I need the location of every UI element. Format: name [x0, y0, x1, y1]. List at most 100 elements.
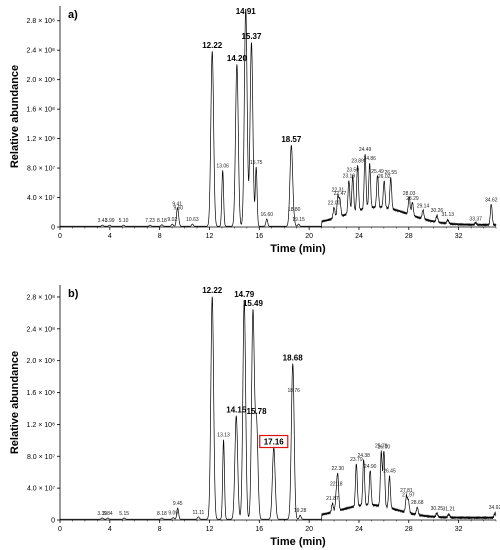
- x-tick-label: 24: [355, 233, 363, 240]
- x-tick-label: 8: [158, 526, 162, 533]
- peak-label: 22.18: [330, 482, 343, 488]
- peak-label: 26.02: [378, 174, 391, 180]
- highlighted-peak-label: 17.16: [264, 438, 285, 447]
- peak-label: 14.79: [234, 290, 255, 299]
- peak-label: 14.91: [236, 7, 257, 16]
- x-tick-label: 28: [405, 526, 413, 533]
- peak-label: 9.41: [172, 201, 182, 207]
- peak-label: 23.50: [346, 167, 359, 173]
- peak-label: 15.37: [241, 32, 262, 41]
- panel-label: b): [68, 288, 79, 300]
- peak-label: 14.20: [227, 54, 248, 63]
- peak-label: 25.79: [375, 443, 388, 449]
- chromatogram-panel: 0 4 8 12 16 20 24 28 32 0 4.0 × 10⁷ 8.0 × 10⁷ 1.2 × …: [9, 285, 500, 548]
- peak-label: 34.62: [485, 198, 498, 204]
- peak-label: 34.92: [489, 505, 500, 511]
- peak-label: 19.28: [294, 508, 307, 514]
- peak-label: 3.99: [105, 218, 115, 224]
- chromatogram-trace: [60, 296, 497, 521]
- peak-label: 8.18: [157, 511, 167, 517]
- x-tick-label: 32: [455, 233, 463, 240]
- peak-label: 29.14: [417, 204, 430, 210]
- x-tick-label: 32: [455, 526, 463, 533]
- peak-label: 33.37: [469, 216, 482, 222]
- peak-label: 23.89: [351, 158, 364, 164]
- peak-label: 8.18: [157, 218, 167, 224]
- peak-label: 3.41: [98, 218, 108, 224]
- x-tick-label: 20: [305, 233, 313, 240]
- x-tick-label: 12: [206, 233, 214, 240]
- y-tick-label: 2.0 × 10⁸: [27, 77, 55, 84]
- x-tick-label: 12: [206, 526, 214, 533]
- x-tick-label: 20: [305, 526, 313, 533]
- peak-label: 9.45: [173, 501, 183, 507]
- peak-label: 28.29: [406, 196, 419, 202]
- x-tick-label: 24: [355, 526, 363, 533]
- peak-label: 22.47: [334, 191, 347, 197]
- peak-label: 30.26: [431, 208, 444, 214]
- peak-label: 26.45: [383, 468, 396, 474]
- y-tick-label: 2.0 × 10⁸: [27, 358, 55, 365]
- peak-label: 22.30: [332, 466, 345, 472]
- peak-label: 22.31: [332, 188, 345, 194]
- peak-label: 12.22: [202, 41, 223, 50]
- peak-label: 9.09: [168, 511, 178, 517]
- peak-label: 18.76: [287, 388, 300, 394]
- peak-label: 26.00: [378, 444, 391, 450]
- y-tick-label: 1.2 × 10⁸: [27, 422, 55, 429]
- peak-label: 23.79: [350, 457, 363, 463]
- x-tick-label: 28: [405, 233, 413, 240]
- y-tick-label: 1.6 × 10⁸: [27, 107, 55, 114]
- peak-label: 21.87: [326, 496, 339, 502]
- peak-label: 3.39: [97, 511, 107, 517]
- y-tick-label: 1.6 × 10⁸: [27, 390, 55, 397]
- chromatogram-trace: [60, 8, 497, 228]
- x-tick-label: 4: [108, 233, 112, 240]
- peak-label: 13.13: [217, 433, 230, 439]
- y-tick-label: 8.0 × 10⁷: [27, 454, 55, 461]
- y-tick-label: 4.0 × 10⁷: [27, 486, 55, 493]
- peak-label: 12.22: [202, 286, 223, 295]
- peak-label: 25.49: [371, 169, 384, 175]
- x-tick-label: 8: [158, 233, 162, 240]
- y-tick-label: 1.2 × 10⁸: [27, 136, 55, 143]
- x-tick-label: 0: [58, 233, 62, 240]
- peak-label: 7.23: [145, 218, 155, 224]
- peak-label: 5.10: [119, 218, 129, 224]
- peak-label: 16.60: [261, 212, 274, 218]
- peak-label: 28.03: [403, 191, 416, 197]
- peak-label: 31.21: [443, 506, 456, 512]
- peak-label: 9.50: [173, 205, 183, 211]
- y-tick-label: 8.0 × 10⁷: [27, 166, 55, 173]
- y-axis-title: Relative abundance: [9, 351, 21, 454]
- peak-label: 30.25: [431, 506, 444, 512]
- x-axis-title: Time (min): [270, 243, 326, 255]
- y-axis-title: Relative abundance: [9, 65, 21, 168]
- peak-label: 15.49: [243, 299, 264, 308]
- y-tick-label: 2.4 × 10⁸: [27, 48, 55, 55]
- peak-label: 24.49: [359, 147, 372, 153]
- x-tick-label: 16: [255, 233, 263, 240]
- peak-label: 14.15: [226, 406, 247, 415]
- peak-label: 18.68: [283, 354, 304, 363]
- peak-label: 15.75: [250, 160, 263, 166]
- peak-label: 3.84: [103, 511, 113, 517]
- peak-label: 18.80: [288, 207, 301, 213]
- peak-label: 24.86: [363, 156, 376, 162]
- y-tick-label: 0: [51, 518, 55, 525]
- chromatogram-panel: 0 4 8 12 16 20 24 28 32 0 4.0 × 10⁷ 8.0 × 10⁷ 1.2 × …: [9, 6, 498, 255]
- peak-label: 22.00: [328, 200, 341, 206]
- peak-label: 27.81: [400, 488, 413, 494]
- peak-label: 24.38: [357, 453, 370, 459]
- peak-label: 9.02: [167, 217, 177, 223]
- y-tick-label: 2.8 × 10⁸: [27, 294, 55, 301]
- x-axis-title: Time (min): [270, 536, 326, 548]
- peak-label: 19.15: [292, 217, 305, 223]
- peak-label: 31.13: [442, 212, 455, 218]
- x-tick-label: 16: [255, 526, 263, 533]
- peak-label: 28.68: [411, 500, 424, 506]
- peak-label: 5.15: [119, 511, 129, 517]
- peak-label: 11.11: [193, 510, 205, 516]
- y-tick-label: 0: [51, 225, 55, 232]
